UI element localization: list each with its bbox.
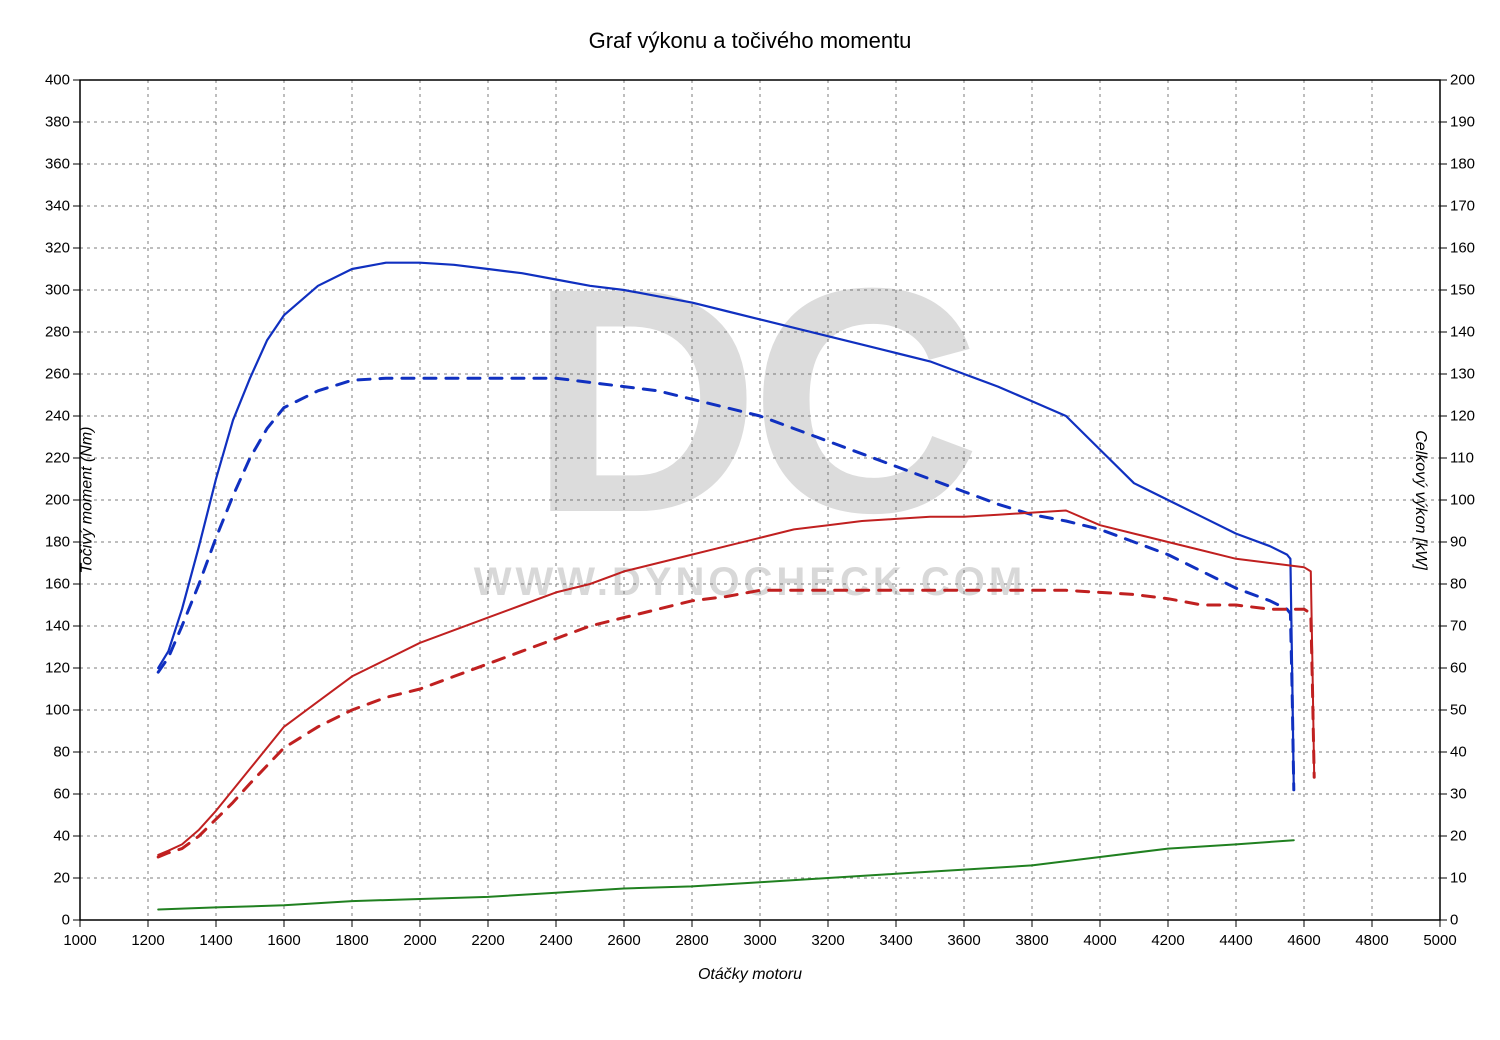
x-tick-label: 3600 — [947, 932, 980, 949]
x-tick-label: 1200 — [131, 932, 164, 949]
y-right-tick-label: 100 — [1450, 492, 1475, 509]
x-tick-label: 5000 — [1423, 932, 1456, 949]
y-right-tick-label: 80 — [1450, 576, 1467, 593]
y-left-tick-label: 0 — [62, 912, 70, 929]
y-left-tick-label: 80 — [53, 744, 70, 761]
series-torque_tuned — [158, 263, 1294, 790]
y-right-tick-label: 130 — [1450, 366, 1475, 383]
y-left-tick-label: 320 — [45, 240, 70, 257]
x-tick-label: 4600 — [1287, 932, 1320, 949]
y-left-tick-label: 200 — [45, 492, 70, 509]
x-tick-label: 2200 — [471, 932, 504, 949]
x-axis-label: Otáčky motoru — [698, 966, 802, 984]
y-left-tick-label: 180 — [45, 534, 70, 551]
y-left-tick-label: 380 — [45, 114, 70, 131]
y-left-tick-label: 40 — [53, 828, 70, 845]
y-right-tick-label: 60 — [1450, 660, 1467, 677]
y-right-tick-label: 180 — [1450, 156, 1475, 173]
y-left-tick-label: 280 — [45, 324, 70, 341]
x-tick-label: 4400 — [1219, 932, 1252, 949]
y-right-tick-label: 90 — [1450, 534, 1467, 551]
y-right-tick-label: 70 — [1450, 618, 1467, 635]
y-left-tick-label: 60 — [53, 786, 70, 803]
y-right-tick-label: 160 — [1450, 240, 1475, 257]
series-power_stock — [158, 590, 1314, 857]
x-tick-label: 4200 — [1151, 932, 1184, 949]
y-left-tick-label: 340 — [45, 198, 70, 215]
series-power_tuned — [158, 511, 1314, 855]
y-left-tick-label: 100 — [45, 702, 70, 719]
x-tick-label: 3800 — [1015, 932, 1048, 949]
x-tick-label: 4000 — [1083, 932, 1116, 949]
y-right-tick-label: 10 — [1450, 870, 1467, 887]
x-tick-label: 2600 — [607, 932, 640, 949]
y-left-axis-label: Točivý moment (Nm) — [78, 427, 96, 574]
y-left-tick-label: 400 — [45, 72, 70, 89]
y-right-tick-label: 110 — [1450, 450, 1474, 467]
x-tick-label: 2400 — [539, 932, 572, 949]
y-left-tick-label: 220 — [45, 450, 70, 467]
y-left-tick-label: 300 — [45, 282, 70, 299]
y-left-tick-label: 120 — [45, 660, 70, 677]
y-right-tick-label: 0 — [1450, 912, 1458, 929]
x-tick-label: 3400 — [879, 932, 912, 949]
y-left-tick-label: 240 — [45, 408, 70, 425]
y-right-tick-label: 120 — [1450, 408, 1475, 425]
x-tick-label: 1600 — [267, 932, 300, 949]
y-right-tick-label: 30 — [1450, 786, 1467, 803]
y-left-tick-label: 260 — [45, 366, 70, 383]
y-right-tick-label: 20 — [1450, 828, 1467, 845]
x-tick-label: 3200 — [811, 932, 844, 949]
y-right-tick-label: 200 — [1450, 72, 1475, 89]
y-left-tick-label: 140 — [45, 618, 70, 635]
x-tick-label: 1400 — [199, 932, 232, 949]
y-right-tick-label: 50 — [1450, 702, 1467, 719]
y-right-tick-label: 170 — [1450, 198, 1475, 215]
y-left-tick-label: 360 — [45, 156, 70, 173]
y-right-tick-label: 190 — [1450, 114, 1475, 131]
x-tick-label: 3000 — [743, 932, 776, 949]
series-losses — [158, 840, 1294, 909]
y-left-tick-label: 20 — [53, 870, 70, 887]
y-right-tick-label: 150 — [1450, 282, 1475, 299]
y-right-tick-label: 40 — [1450, 744, 1467, 761]
dyno-chart: Graf výkonu a točivého momentu DC WWW.DY… — [0, 0, 1500, 1040]
x-tick-label: 1800 — [335, 932, 368, 949]
x-tick-label: 4800 — [1355, 932, 1388, 949]
y-left-tick-label: 160 — [45, 576, 70, 593]
y-right-tick-label: 140 — [1450, 324, 1475, 341]
y-right-axis-label: Celkový výkon [kW] — [1411, 430, 1429, 570]
x-tick-label: 2000 — [403, 932, 436, 949]
x-tick-label: 2800 — [675, 932, 708, 949]
x-tick-label: 1000 — [63, 932, 96, 949]
chart-plot-area — [0, 0, 1500, 1040]
